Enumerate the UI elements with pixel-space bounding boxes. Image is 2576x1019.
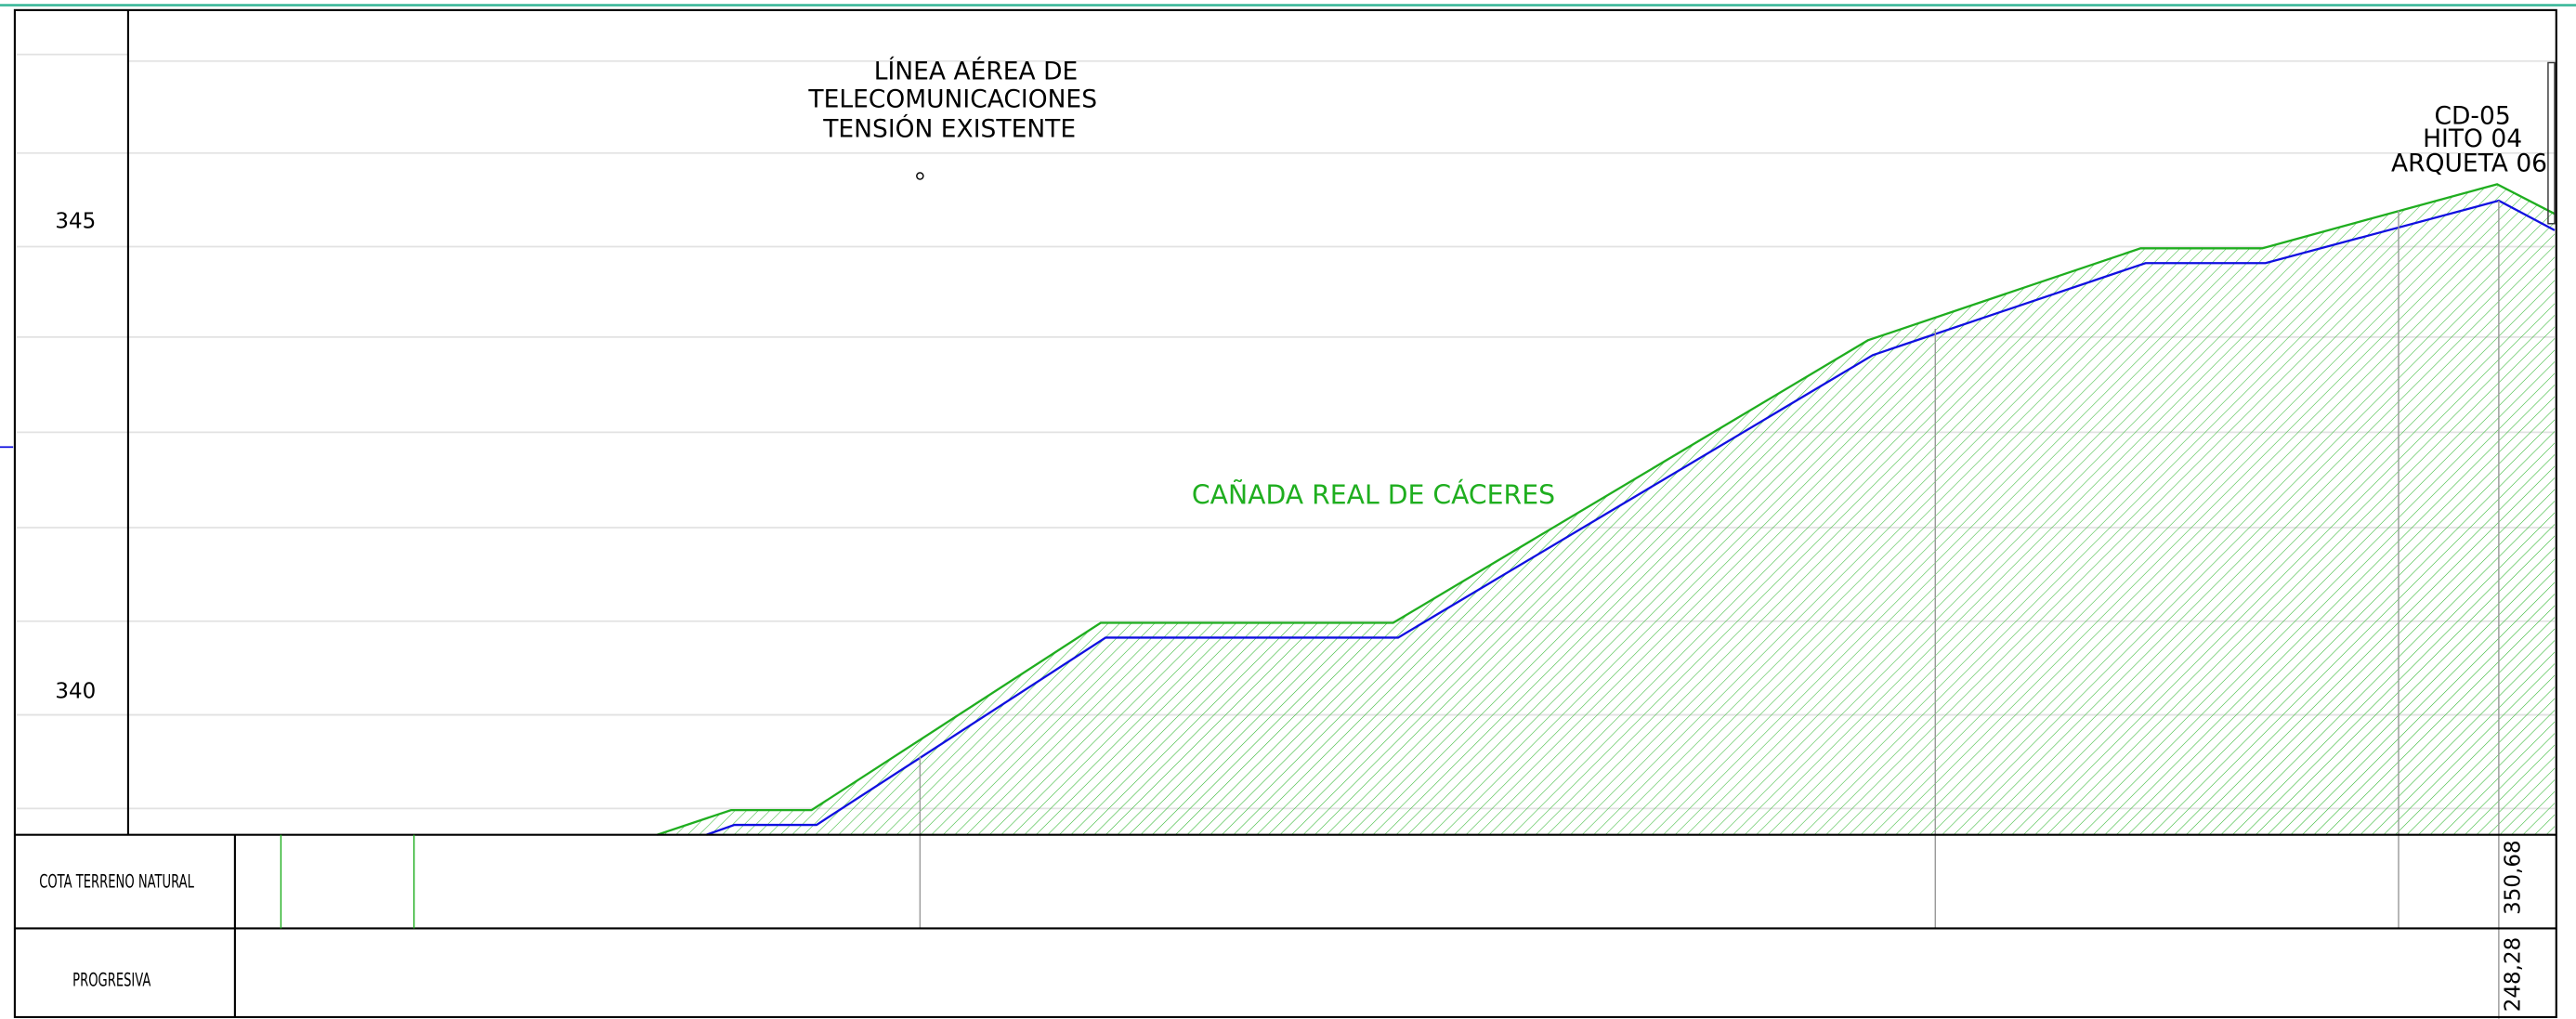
annotation: LÍNEA AÉREA DE	[874, 57, 1079, 86]
row-header: COTA TERRENO NATURAL	[39, 872, 194, 894]
axis-label: 345	[55, 210, 96, 234]
annotation: CD-05	[2434, 101, 2510, 130]
row-header: PROGRESIVA	[72, 971, 150, 992]
annotation: HITO 04	[2423, 124, 2522, 153]
frame	[13, 8, 2557, 1019]
point	[916, 172, 924, 180]
terrain-line	[657, 183, 2556, 836]
post	[2547, 61, 2556, 225]
annotation: TENSIÓN EXISTENTE	[822, 113, 1076, 143]
row-value: 248,28	[2501, 937, 2525, 1012]
annotation: ARQUETA 06	[2391, 150, 2547, 178]
axis-label: 340	[55, 679, 96, 703]
terrain-hatch	[657, 184, 2556, 835]
table-marks	[280, 834, 415, 929]
vertical-references	[919, 201, 2500, 1019]
project-line	[706, 199, 2556, 836]
area-label: CAÑADA REAL DE CÁCERES	[1192, 478, 1555, 510]
annotation: TELECOMUNICACIONES	[807, 85, 1097, 114]
row-value: 350,68	[2501, 840, 2525, 914]
